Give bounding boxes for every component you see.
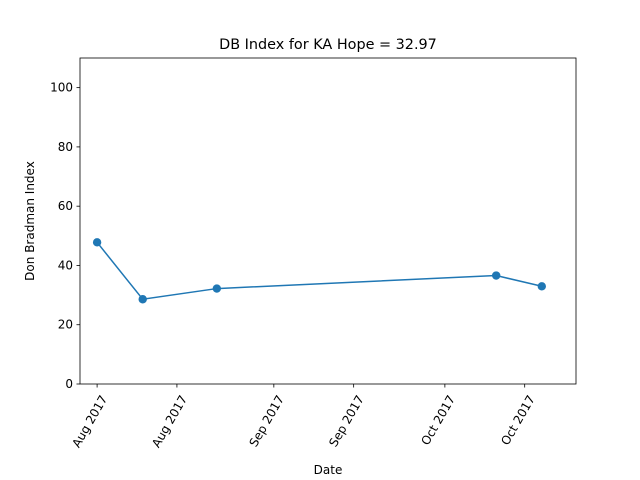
data-point bbox=[138, 295, 147, 304]
y-tick-label: 40 bbox=[58, 258, 73, 272]
plot-area-frame bbox=[79, 57, 577, 385]
x-tick-label: Aug 2017 bbox=[149, 393, 190, 450]
data-point bbox=[92, 238, 102, 247]
data-point bbox=[537, 282, 546, 291]
x-tick-label: Oct 2017 bbox=[498, 393, 538, 448]
y-tick-label: 20 bbox=[58, 318, 73, 332]
y-tick-label: 60 bbox=[58, 199, 73, 213]
x-tick-label: Sep 2017 bbox=[246, 393, 287, 449]
series-line bbox=[96, 241, 542, 301]
y-tick-label: 0 bbox=[65, 377, 73, 391]
y-tick-label: 80 bbox=[58, 140, 73, 154]
x-tick-label: Aug 2017 bbox=[69, 393, 110, 450]
x-tick-label: Sep 2017 bbox=[326, 393, 367, 449]
chart-title: DB Index for KA Hope = 32.97 bbox=[219, 37, 437, 53]
y-axis-label: Don Bradman Index bbox=[23, 161, 37, 281]
y-tick-label: 100 bbox=[50, 81, 73, 95]
x-tick-label: Oct 2017 bbox=[418, 393, 458, 448]
data-point bbox=[491, 271, 501, 280]
x-axis-label: Date bbox=[314, 463, 343, 477]
data-point bbox=[212, 284, 222, 293]
